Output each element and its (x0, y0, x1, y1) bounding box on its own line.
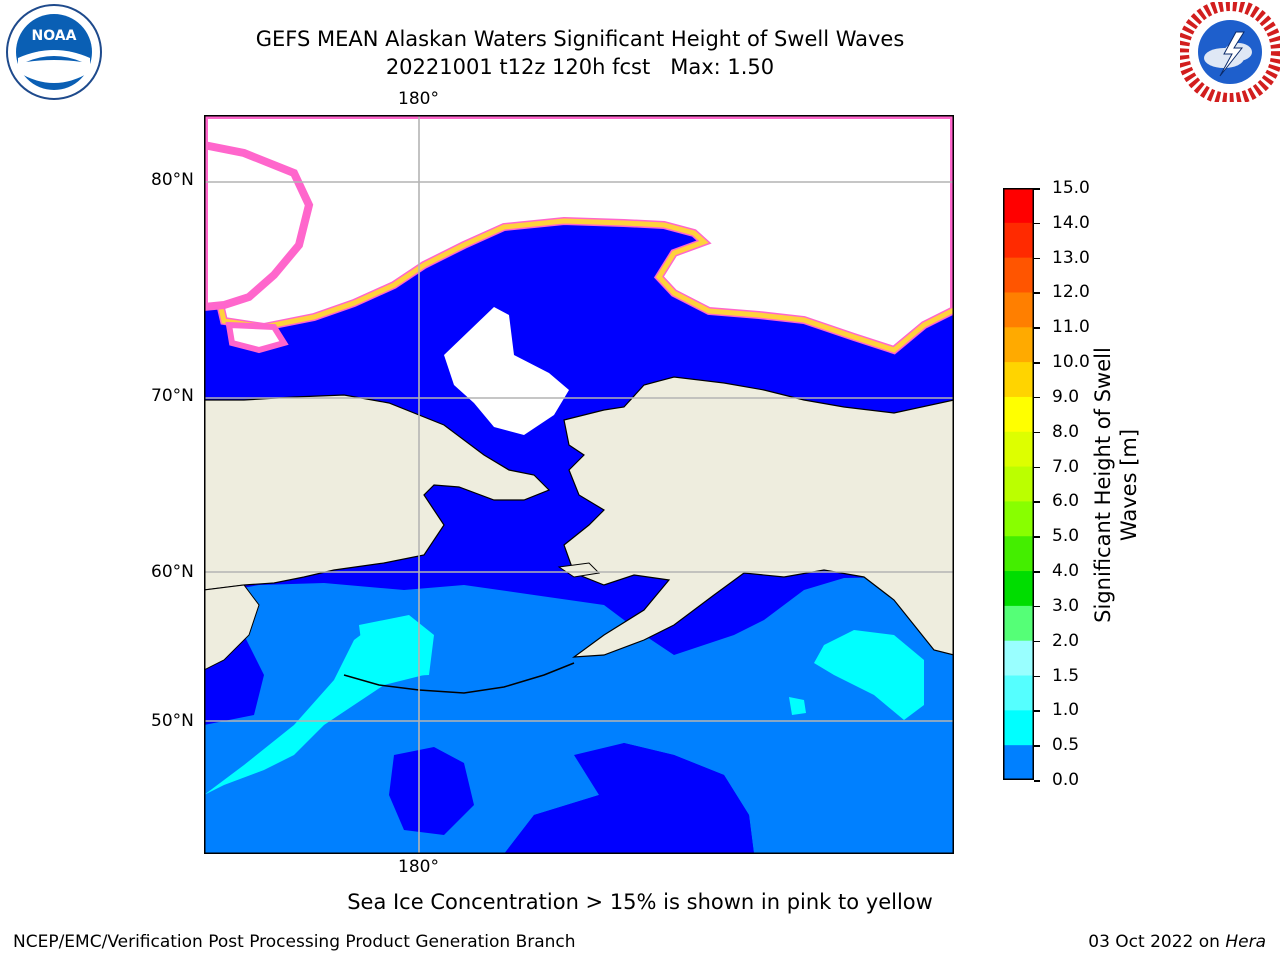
colorbar-band (1003, 431, 1034, 468)
swell-band-high-2 (359, 615, 434, 677)
colorbar-band (1003, 292, 1034, 328)
swell-pocket-2 (504, 743, 754, 854)
map-plot (204, 115, 954, 854)
noaa-text: NOAA (32, 28, 77, 44)
colorbar-tick (1034, 222, 1040, 225)
colorbar-band (1003, 466, 1034, 502)
map-frame (204, 115, 954, 854)
sea-ice-siberian (204, 140, 314, 312)
colorbar-tick (1034, 188, 1040, 190)
colorbar-tick (1034, 362, 1040, 364)
colorbar-band (1003, 571, 1034, 607)
chart-title: GEFS MEAN Alaskan Waters Significant Hei… (255, 27, 905, 51)
graticule (204, 115, 954, 854)
land-st-lawrence (557, 562, 601, 578)
colorbar-title: Significant Height of Swell Waves [m] (1091, 347, 1141, 623)
land-aleutians (343, 662, 575, 694)
lat-label-60: 60°N (151, 562, 194, 582)
colorbar-band (1003, 745, 1034, 780)
colorbar-tick (1034, 431, 1040, 434)
colorbar-tick-label: 12.0 (1052, 282, 1090, 303)
colorbar-tick-label: 13.0 (1052, 247, 1090, 268)
lat-label-50: 50°N (151, 711, 194, 731)
colorbar-tick (1034, 745, 1040, 747)
colorbar-band (1003, 396, 1034, 433)
colorbar-tick (1034, 710, 1040, 712)
colorbar-tick-label: 1.0 (1052, 700, 1080, 721)
colorbar-tick-label: 10.0 (1052, 352, 1090, 373)
colorbar-tick-label: 8.0 (1052, 421, 1080, 442)
lat-label-70: 70°N (151, 386, 194, 406)
chukchi-ice-patch (444, 307, 569, 435)
swell-band-high-4 (789, 697, 806, 715)
colorbar-tick (1034, 292, 1040, 294)
colorbar-tick-label: 11.0 (1052, 317, 1090, 338)
colorbar (1003, 188, 1034, 780)
colorbar-band (1003, 640, 1034, 677)
colorbar-band (1003, 605, 1034, 642)
noaa-logo: NOAA (6, 4, 102, 100)
footer-host: Hera (1225, 932, 1266, 952)
swell-pocket-1 (389, 747, 474, 835)
colorbar-tick-label: 7.0 (1052, 456, 1080, 477)
colorbar-tick (1034, 327, 1040, 329)
colorbar-tick-label: 1.5 (1052, 665, 1080, 686)
colorbar-tick-label: 2.0 (1052, 630, 1080, 651)
colorbar-tick (1034, 640, 1040, 643)
colorbar-tick-label: 3.0 (1052, 595, 1080, 616)
colorbar-tick-label: 4.0 (1052, 561, 1080, 582)
colorbar-band (1003, 362, 1034, 398)
colorbar-tick (1034, 396, 1040, 399)
colorbar-tick (1034, 675, 1040, 678)
land-alaska (563, 376, 954, 658)
land-kamchatka (204, 584, 260, 671)
colorbar-band (1003, 501, 1034, 537)
colorbar-tick-label: 15.0 (1052, 178, 1090, 198)
colorbar-band (1003, 675, 1034, 711)
chart-subtitle: 20221001 t12z 120h fcst Max: 1.50 (385, 55, 775, 79)
colorbar-tick (1034, 466, 1040, 469)
colorbar-band (1003, 710, 1034, 746)
colorbar-tick (1034, 257, 1040, 260)
swell-band-high-3 (814, 630, 924, 720)
footer-credit: NCEP/EMC/Verification Post Processing Pr… (13, 932, 576, 952)
colorbar-tick-label: 0.5 (1052, 735, 1080, 756)
colorbar-tick-label: 6.0 (1052, 491, 1080, 512)
colorbar-tick (1034, 780, 1040, 782)
footer-date-text: 03 Oct 2022 on (1088, 932, 1226, 952)
colorbar-tick (1034, 571, 1040, 573)
colorbar-band (1003, 327, 1034, 363)
colorbar-band (1003, 188, 1034, 224)
colorbar-tick-label: 14.0 (1052, 212, 1090, 233)
colorbar-band (1003, 222, 1034, 259)
nws-logo (1180, 2, 1280, 102)
lon-label-top: 180° (398, 89, 439, 109)
sea-ice-note: Sea Ice Concentration > 15% is shown in … (347, 890, 933, 914)
colorbar-band (1003, 257, 1034, 293)
colorbar-tick-label: 0.0 (1052, 770, 1080, 790)
colorbar-tick-label: 9.0 (1052, 386, 1080, 407)
lon-label-bottom: 180° (398, 857, 439, 877)
sea-ice-edge-yellow (204, 218, 954, 353)
land-siberia (204, 394, 551, 591)
footer-date: 03 Oct 2022 on Hera (1088, 932, 1266, 952)
colorbar-tick (1034, 536, 1040, 538)
sea-ice-floe (225, 321, 289, 354)
lat-label-80: 80°N (151, 170, 194, 190)
colorbar-tick-label: 5.0 (1052, 526, 1080, 547)
colorbar-band (1003, 536, 1034, 572)
colorbar-tick (1034, 501, 1040, 503)
colorbar-tick (1034, 605, 1040, 608)
